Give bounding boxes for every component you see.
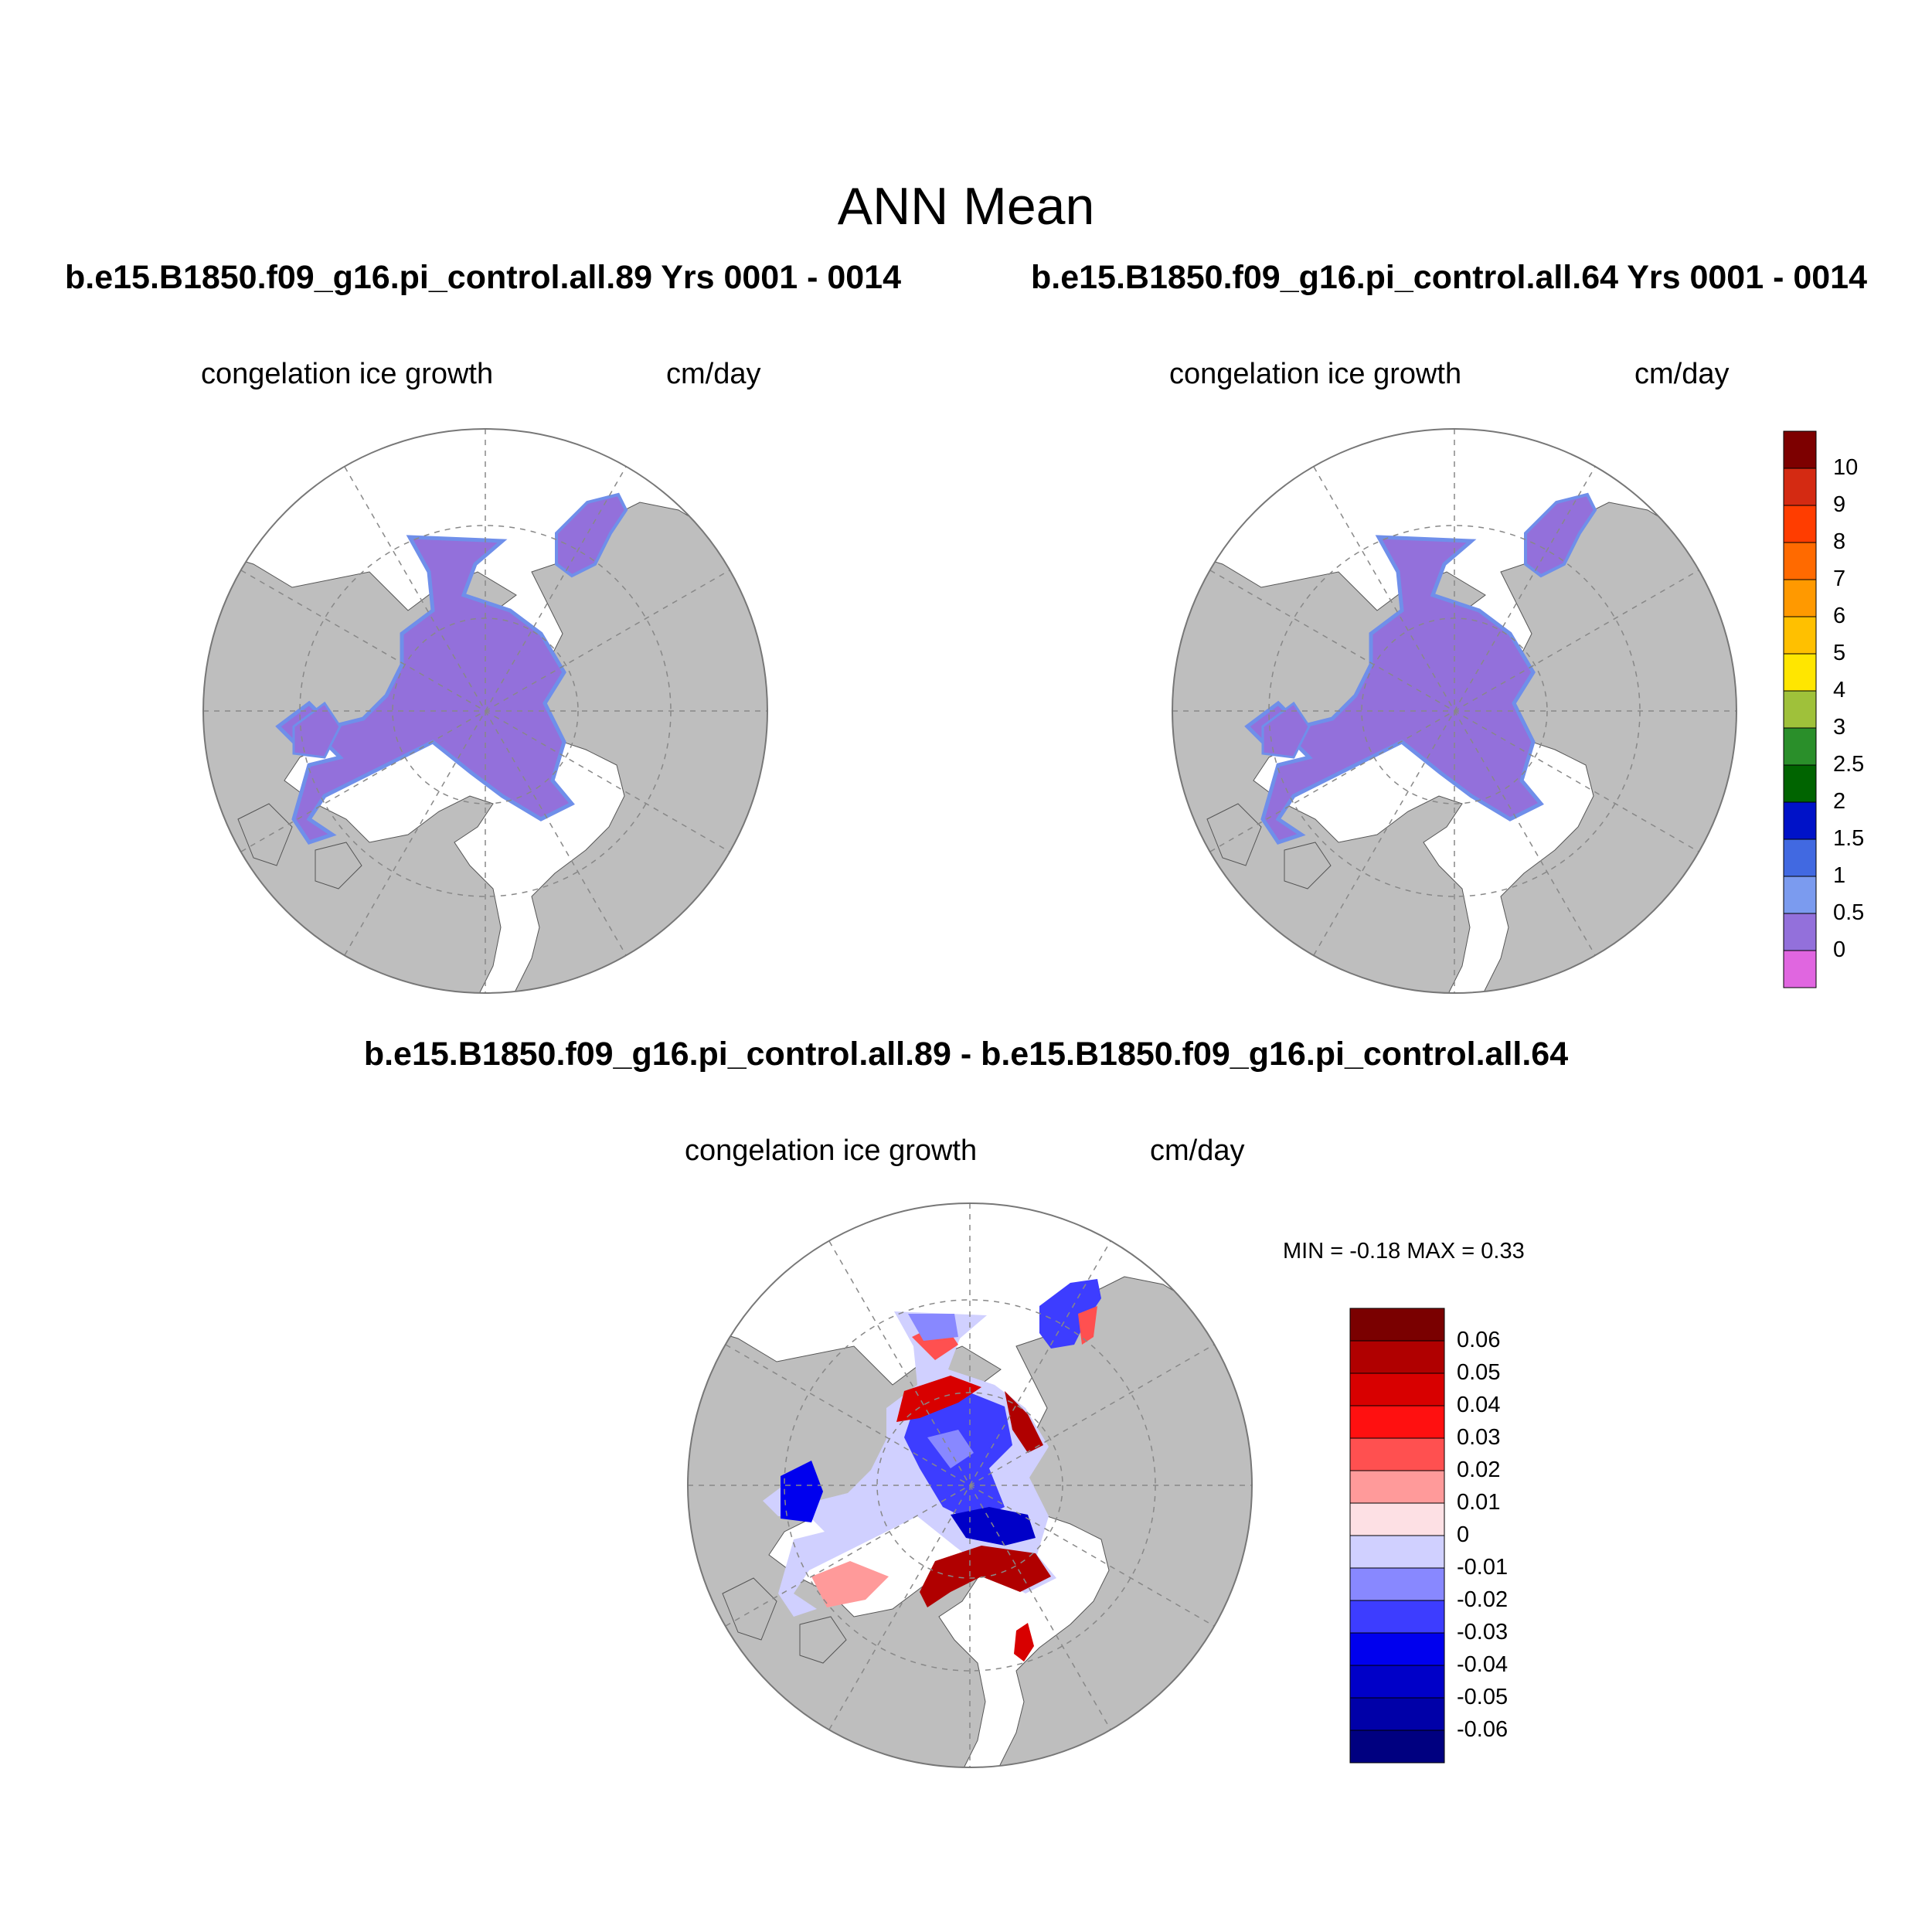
cb-diff-label-3: 0.03 [1457, 1425, 1501, 1450]
cb-diff-label-5: 0.01 [1457, 1490, 1501, 1515]
cb-diff-label-9: -0.03 [1457, 1620, 1509, 1645]
cb-main-label-9: 2 [1833, 789, 1846, 814]
cb-main-swatch-14 [1783, 950, 1817, 988]
polar-map-case1 [202, 428, 768, 994]
diff-units-label: cm/day [1150, 1134, 1245, 1167]
cb-diff-label-6: 0 [1457, 1522, 1470, 1547]
cb-diff-label-12: -0.06 [1457, 1717, 1509, 1742]
cb-main-swatch-8 [1783, 727, 1817, 766]
cb-main-swatch-11 [1783, 838, 1817, 877]
cb-main-label-2: 8 [1833, 529, 1846, 554]
cb-diff-label-10: -0.04 [1457, 1652, 1509, 1677]
cb-diff-label-8: -0.02 [1457, 1587, 1509, 1612]
diff-variable-label: congelation ice growth [685, 1134, 978, 1167]
cb-diff-swatch-4 [1349, 1437, 1445, 1471]
panel2-variable-label: congelation ice growth [1169, 358, 1462, 390]
cb-main-swatch-4 [1783, 579, 1817, 617]
cb-main-label-10: 1.5 [1833, 826, 1865, 851]
cb-diff-label-0: 0.06 [1457, 1328, 1501, 1352]
cb-diff-swatch-12 [1349, 1697, 1445, 1731]
cb-diff-label-1: 0.05 [1457, 1360, 1501, 1385]
cb-main-label-11: 1 [1833, 863, 1846, 888]
cb-main-label-13: 0 [1833, 937, 1846, 962]
cb-main-swatch-6 [1783, 653, 1817, 692]
polar-map-difference [687, 1202, 1253, 1768]
cb-diff-swatch-3 [1349, 1405, 1445, 1439]
cb-diff-swatch-7 [1349, 1535, 1445, 1569]
panel1-units-label: cm/day [666, 358, 761, 390]
difference-title: b.e15.B1850.f09_g16.pi_control.all.89 - … [363, 1036, 1569, 1073]
cb-main-swatch-1 [1783, 468, 1817, 506]
cb-main-swatch-9 [1783, 764, 1817, 803]
cb-main-label-6: 4 [1833, 678, 1846, 702]
cb-main-label-12: 0.5 [1833, 900, 1865, 925]
cb-main-label-5: 5 [1833, 641, 1846, 665]
panel-title-case2: b.e15.B1850.f09_g16.pi_control.all.64 Yr… [1030, 259, 1867, 296]
panel2-units-label: cm/day [1634, 358, 1730, 390]
cb-main-swatch-13 [1783, 913, 1817, 951]
colorbar-main [1783, 430, 1817, 988]
cb-diff-swatch-9 [1349, 1600, 1445, 1634]
cb-main-swatch-12 [1783, 876, 1817, 914]
cb-diff-label-4: 0.02 [1457, 1458, 1501, 1482]
cb-main-swatch-0 [1783, 430, 1817, 469]
cb-main-label-4: 6 [1833, 604, 1846, 628]
panel1-variable-label: congelation ice growth [201, 358, 494, 390]
cb-diff-swatch-5 [1349, 1470, 1445, 1504]
cb-diff-label-2: 0.04 [1457, 1393, 1501, 1417]
cb-diff-swatch-13 [1349, 1730, 1445, 1764]
cb-diff-swatch-2 [1349, 1372, 1445, 1406]
main-title: ANN Mean [837, 177, 1095, 236]
panel-title-case1: b.e15.B1850.f09_g16.pi_control.all.89 Yr… [64, 259, 901, 296]
cb-main-label-7: 3 [1833, 715, 1846, 740]
cb-main-swatch-7 [1783, 690, 1817, 729]
cb-diff-swatch-8 [1349, 1567, 1445, 1601]
cb-main-swatch-5 [1783, 616, 1817, 655]
cb-diff-swatch-6 [1349, 1502, 1445, 1536]
cb-diff-label-11: -0.05 [1457, 1685, 1509, 1709]
polar-map-case2 [1172, 428, 1737, 994]
cb-main-swatch-2 [1783, 505, 1817, 543]
cb-main-swatch-3 [1783, 542, 1817, 580]
cb-diff-swatch-10 [1349, 1632, 1445, 1666]
min-max-label: MIN = -0.18 MAX = 0.33 [1283, 1239, 1525, 1264]
cb-diff-label-7: -0.01 [1457, 1555, 1509, 1580]
cb-main-label-1: 9 [1833, 492, 1846, 517]
cb-main-label-8: 2.5 [1833, 752, 1865, 777]
cb-main-swatch-10 [1783, 801, 1817, 840]
cb-diff-swatch-11 [1349, 1665, 1445, 1699]
colorbar-difference [1349, 1308, 1445, 1764]
cb-main-label-0: 10 [1833, 455, 1859, 480]
cb-diff-swatch-1 [1349, 1340, 1445, 1374]
cb-diff-swatch-0 [1349, 1308, 1445, 1342]
cb-main-label-3: 7 [1833, 566, 1846, 591]
